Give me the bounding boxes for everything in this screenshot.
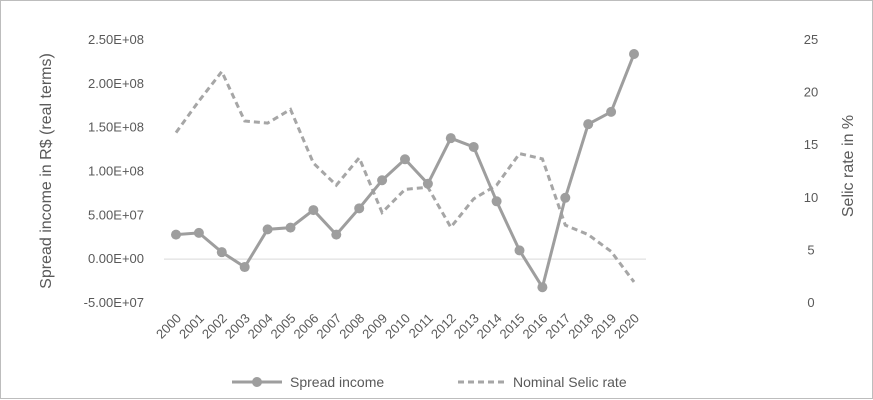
data-point-spread-income (308, 205, 319, 216)
x-tick-label: 2005 (268, 311, 299, 342)
data-point-spread-income (422, 178, 433, 189)
data-point-spread-income (400, 154, 410, 165)
data-point-spread-income (468, 141, 479, 152)
data-point-spread-income (216, 247, 227, 258)
x-tick-label: 2001 (176, 311, 207, 342)
x-tick-label: 2007 (313, 311, 344, 342)
x-tick-label: 2020 (611, 311, 642, 342)
data-point-spread-income (583, 119, 594, 130)
data-point-spread-income (560, 192, 571, 203)
data-point-spread-income (331, 229, 342, 240)
legend-label-nominal-selic-rate: Nominal Selic rate (513, 374, 627, 390)
y-axis-title-left: Spread income in R$ (real terms) (38, 53, 55, 289)
y-tick-right-label: 25 (804, 32, 818, 47)
y-tick-left-label: -5.00E+07 (84, 295, 144, 310)
y-ticks-left: 2.50E+08 2.00E+08 1.50E+08 1.00E+08 5.00E+07… (84, 32, 144, 310)
y-tick-left-label: 1.50E+08 (88, 120, 144, 135)
y-tick-right-label: 10 (804, 190, 818, 205)
data-point-spread-income (262, 224, 273, 235)
data-point-spread-income (514, 245, 525, 256)
x-tick-label: 2008 (336, 311, 367, 342)
y-axis-title-right: Selic rate in % (840, 115, 857, 217)
x-tick-label: 2000 (153, 311, 184, 342)
data-point-spread-income (285, 222, 296, 233)
data-point-spread-income (193, 227, 204, 238)
y-tick-right-label: 0 (807, 295, 814, 310)
series-layer (171, 49, 639, 293)
y-tick-left-label: 2.50E+08 (88, 32, 144, 47)
y-axis-title-right-text: Selic rate in % (840, 115, 857, 217)
x-tick-label: 2014 (474, 311, 505, 342)
series-line-nominal-selic-rate (174, 68, 636, 283)
x-tick-label: 2010 (382, 311, 413, 342)
x-tick-label: 2004 (245, 311, 276, 342)
x-tick-label: 2003 (222, 311, 253, 342)
y-tick-right-label: 5 (807, 242, 814, 257)
x-tick-label: 2013 (451, 311, 482, 342)
x-tick-label: 2016 (519, 311, 550, 342)
y-ticks-right: 25 20 15 10 5 0 (804, 32, 818, 310)
data-point-spread-income (377, 175, 388, 186)
data-point-spread-income (171, 229, 181, 240)
y-tick-right-label: 15 (804, 137, 818, 152)
data-point-spread-income (629, 49, 639, 60)
x-ticks: 2000200120022003200420052006200720082009… (153, 311, 642, 342)
y-tick-left-label: 0.00E+00 (88, 251, 144, 266)
y-tick-left-label: 2.00E+08 (88, 76, 144, 91)
x-tick-label: 2002 (199, 311, 230, 342)
x-tick-label: 2018 (565, 311, 596, 342)
x-tick-label: 2006 (290, 311, 321, 342)
data-point-spread-income (491, 196, 502, 207)
data-point-spread-income (606, 106, 617, 117)
x-tick-label: 2019 (588, 311, 619, 342)
legend: Spread income Nominal Selic rate (232, 374, 627, 390)
y-tick-left-label: 5.00E+07 (88, 207, 144, 222)
x-tick-label: 2012 (428, 311, 459, 342)
legend-marker-spread-income (252, 377, 262, 387)
x-tick-label: 2017 (542, 311, 573, 342)
x-tick-label: 2009 (359, 311, 390, 342)
y-tick-right-label: 20 (804, 85, 818, 100)
y-axis-title-left-text: Spread income in R$ (real terms) (38, 53, 55, 289)
series-line-spread-income (175, 53, 636, 291)
data-point-spread-income (354, 203, 365, 214)
x-tick-label: 2015 (497, 311, 528, 342)
data-point-spread-income (445, 133, 456, 144)
data-point-spread-income (239, 262, 250, 273)
y-tick-left-label: 1.00E+08 (88, 164, 144, 179)
data-point-spread-income (537, 282, 548, 293)
x-tick-label: 2011 (406, 311, 436, 341)
legend-label-spread-income: Spread income (290, 374, 384, 390)
